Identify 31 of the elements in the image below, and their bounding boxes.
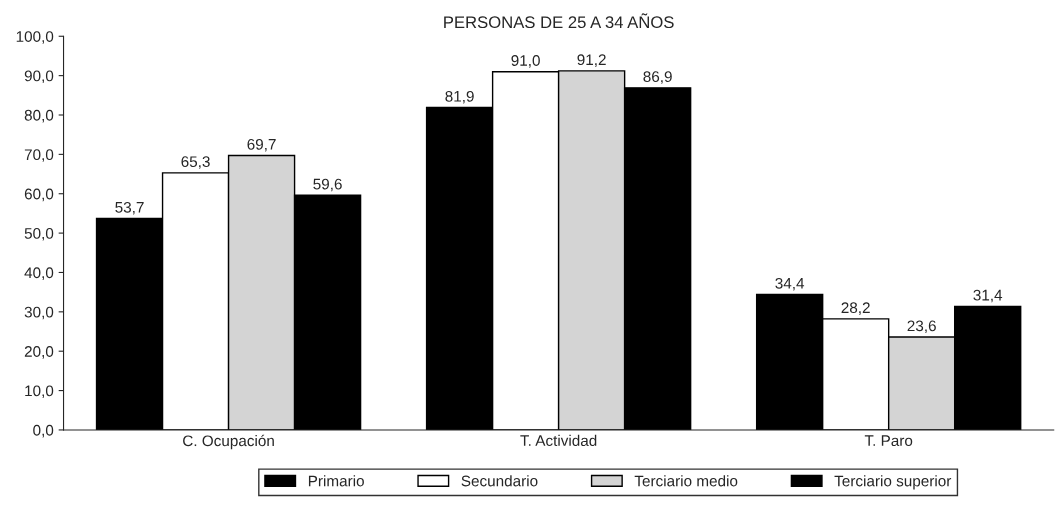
y-tick-label: 0,0: [33, 424, 54, 438]
y-tick-label: 90,0: [24, 70, 54, 84]
y-tick-label: 70,0: [24, 149, 54, 162]
legend-label: Terciario medio: [634, 475, 738, 487]
y-tick-label: 80,0: [24, 109, 54, 123]
y-tick-label: 40,0: [24, 267, 54, 280]
legend-label: Primario: [308, 475, 364, 487]
data-label: 86,9: [643, 71, 672, 84]
data-label: 81,9: [445, 90, 474, 104]
y-tick-label: 100,0: [16, 31, 54, 44]
data-label: 65,3: [181, 156, 210, 169]
y-tick-label: 20,0: [24, 346, 54, 359]
x-tick-label: T. Paro: [864, 435, 913, 447]
data-label: 28,2: [841, 302, 870, 315]
y-tick-label: 30,0: [24, 306, 54, 320]
chart-title: PERSONAS DE 25 A 34 AÑOS: [444, 13, 674, 29]
data-label: 34,4: [775, 277, 805, 291]
data-label: 91,0: [511, 55, 540, 68]
y-tick-label: 60,0: [24, 188, 54, 202]
data-label: 91,2: [577, 54, 606, 67]
y-tick-label: 50,0: [24, 227, 54, 241]
y-tick-label: 10,0: [25, 385, 54, 399]
data-label: 69,7: [247, 138, 276, 152]
data-label: 53,7: [115, 201, 144, 215]
legend-label: Secundario: [461, 475, 538, 487]
data-label: 59,6: [313, 178, 342, 192]
legend-label: Terciario superior: [834, 475, 952, 490]
data-label: 31,4: [973, 289, 1003, 303]
data-label: 23,6: [907, 320, 936, 334]
x-tick-label: T. Actividad: [520, 434, 597, 447]
x-tick-label: C. Ocupación: [183, 434, 274, 450]
